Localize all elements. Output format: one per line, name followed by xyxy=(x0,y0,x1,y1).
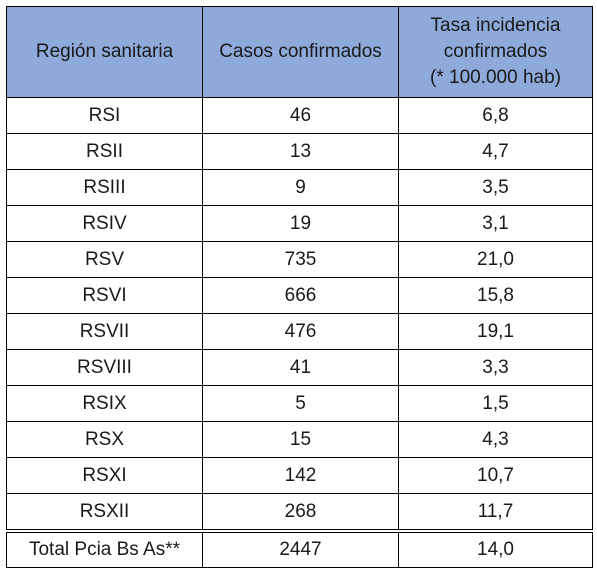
header-region: Región sanitaria xyxy=(6,6,203,98)
table-row: RSV 735 21,0 xyxy=(6,241,593,278)
table-row: RSXI 142 10,7 xyxy=(6,457,593,494)
cell-region: RSXI xyxy=(6,457,203,494)
cell-rate: 3,1 xyxy=(398,205,593,242)
table-row: RSVIII 41 3,3 xyxy=(6,349,593,386)
table-row: RSX 15 4,3 xyxy=(6,421,593,458)
cell-cases: 13 xyxy=(202,133,399,170)
cell-cases: 735 xyxy=(202,241,399,278)
header-incidence-line2: confirmados xyxy=(443,41,548,62)
cell-rate: 10,7 xyxy=(398,457,593,494)
table-row: RSI 46 6,8 xyxy=(6,97,593,134)
cell-cases: 19 xyxy=(202,205,399,242)
cell-cases: 666 xyxy=(202,277,399,314)
cell-region: RSIII xyxy=(6,169,203,206)
cell-cases: 15 xyxy=(202,421,399,458)
cell-cases: 476 xyxy=(202,313,399,350)
cell-rate: 4,3 xyxy=(398,421,593,458)
table-row: RSII 13 4,7 xyxy=(6,133,593,170)
cell-region: RSVIII xyxy=(6,349,203,386)
cell-region: RSVI xyxy=(6,277,203,314)
cell-rate: 3,5 xyxy=(398,169,593,206)
cell-cases: 5 xyxy=(202,385,399,422)
cell-rate: 19,1 xyxy=(398,313,593,350)
header-incidence-line3: (* 100.000 hab) xyxy=(430,67,561,88)
table-row: RSIV 19 3,1 xyxy=(6,205,593,242)
header-incidence-line1: Tasa incidencia xyxy=(430,15,561,36)
cell-cases: 46 xyxy=(202,97,399,134)
incidence-table: Región sanitaria Casos confirmados Tasa … xyxy=(6,6,593,568)
cell-region: RSI xyxy=(6,97,203,134)
cell-region: RSV xyxy=(6,241,203,278)
total-rate: 14,0 xyxy=(398,529,593,568)
table-row: RSXII 268 11,7 xyxy=(6,493,593,532)
cell-rate: 1,5 xyxy=(398,385,593,422)
header-confirmed-cases: Casos confirmados xyxy=(202,6,399,98)
cell-cases: 142 xyxy=(202,457,399,494)
cell-region: RSVII xyxy=(6,313,203,350)
cell-region: RSXII xyxy=(6,493,203,532)
cell-rate: 21,0 xyxy=(398,241,593,278)
table-row: RSIX 5 1,5 xyxy=(6,385,593,422)
cell-rate: 3,3 xyxy=(398,349,593,386)
header-row: Región sanitaria Casos confirmados Tasa … xyxy=(6,6,593,98)
cell-region: RSIV xyxy=(6,205,203,242)
cell-region: RSX xyxy=(6,421,203,458)
cell-rate: 4,7 xyxy=(398,133,593,170)
header-incidence-rate: Tasa incidencia confirmados (* 100.000 h… xyxy=(398,6,593,98)
cell-region: RSII xyxy=(6,133,203,170)
total-label: Total Pcia Bs As** xyxy=(6,529,203,568)
cell-rate: 6,8 xyxy=(398,97,593,134)
cell-rate: 15,8 xyxy=(398,277,593,314)
cell-cases: 9 xyxy=(202,169,399,206)
table-row: RSVI 666 15,8 xyxy=(6,277,593,314)
total-cases: 2447 xyxy=(202,529,399,568)
table-row: RSIII 9 3,5 xyxy=(6,169,593,206)
cell-cases: 41 xyxy=(202,349,399,386)
cell-rate: 11,7 xyxy=(398,493,593,532)
table-row: RSVII 476 19,1 xyxy=(6,313,593,350)
cell-region: RSIX xyxy=(6,385,203,422)
cell-cases: 268 xyxy=(202,493,399,532)
total-row: Total Pcia Bs As** 2447 14,0 xyxy=(6,529,593,568)
table-body: RSI 46 6,8 RSII 13 4,7 RSIII 9 3,5 RSIV … xyxy=(6,97,593,532)
